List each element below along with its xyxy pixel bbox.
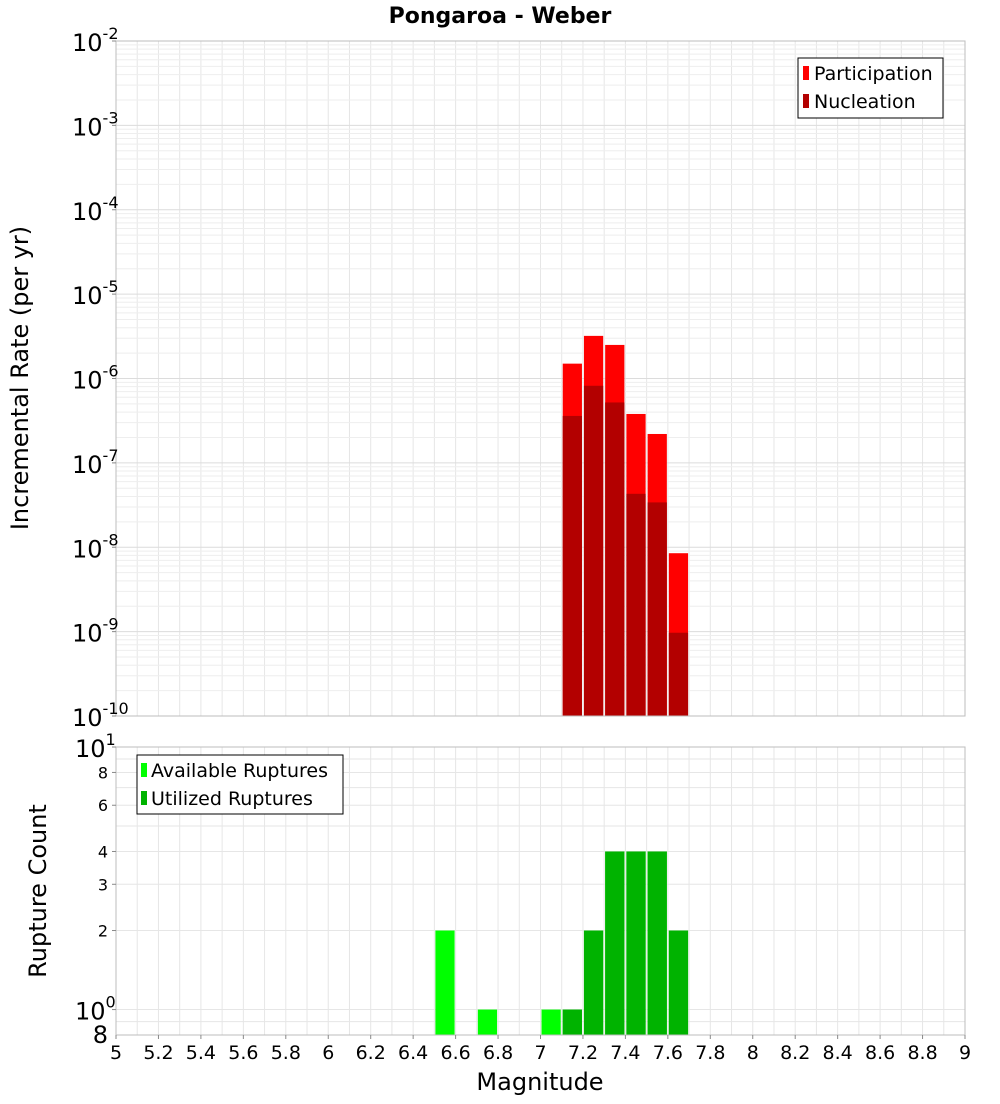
bottom-bar-available-ruptures bbox=[435, 930, 455, 1035]
top-y-tick-label: 10-7 bbox=[72, 446, 119, 479]
x-axis-ticks: 5 5.2 5.4 5.6 5.8 6 6.2 6.4 6.6 6.8 7 7.2 7.4 7.6 7.8 8… bbox=[110, 1035, 971, 1064]
x-tick-label: 6.6 bbox=[440, 1042, 470, 1064]
top-y-tick-label: 10-2 bbox=[72, 24, 119, 57]
top-legend: Participation Nucleation bbox=[797, 57, 944, 119]
x-tick-label: 7 bbox=[534, 1042, 546, 1064]
top-bar-nucleation bbox=[562, 415, 582, 716]
top-y-tick-label: 10-3 bbox=[72, 108, 119, 141]
x-tick-label: 8 bbox=[747, 1042, 759, 1064]
legend-label-utilized: Utilized Ruptures bbox=[151, 788, 313, 810]
x-tick-label: 9 bbox=[959, 1042, 971, 1064]
top-y-tick-label: 10-4 bbox=[72, 193, 119, 226]
chart-title: Pongaroa - Weber bbox=[389, 4, 612, 29]
x-tick-label: 5 bbox=[110, 1042, 122, 1064]
legend-swatch-utilized bbox=[141, 791, 147, 805]
bottom-y-minor-tick-label: 2 bbox=[98, 922, 108, 941]
bottom-bar-utilized-ruptures bbox=[668, 930, 689, 1035]
x-tick-label: 5.4 bbox=[186, 1042, 216, 1064]
x-tick-label: 8.6 bbox=[865, 1042, 895, 1064]
legend-label-nucleation: Nucleation bbox=[814, 91, 916, 113]
x-tick-label: 5.8 bbox=[271, 1042, 301, 1064]
top-y-tick-label: 10-8 bbox=[72, 530, 119, 563]
legend-swatch-participation bbox=[803, 66, 809, 80]
bottom-y-minor-tick-label: 4 bbox=[98, 842, 108, 861]
top-bar-nucleation bbox=[583, 385, 604, 716]
x-tick-label: 7.6 bbox=[653, 1042, 683, 1064]
x-tick-label: 8.2 bbox=[780, 1042, 810, 1064]
legend-swatch-nucleation bbox=[803, 94, 809, 108]
top-y-tick-label: 10-9 bbox=[72, 615, 119, 648]
bottom-y-tick-label: 100 bbox=[75, 993, 116, 1026]
x-tick-label: 6.8 bbox=[483, 1042, 513, 1064]
x-tick-label: 8.4 bbox=[823, 1042, 853, 1064]
legend-label-available: Available Ruptures bbox=[151, 760, 328, 782]
top-y-tick-label: 10-5 bbox=[72, 277, 119, 310]
top-y-axis-ticks: 10-2 10-3 10-4 10-5 10-6 10-7 10-8 10-9 10-10 bbox=[72, 24, 129, 732]
bottom-plot-bars bbox=[435, 851, 689, 1035]
bottom-legend: Available Ruptures Utilized Ruptures bbox=[136, 754, 344, 815]
bottom-y-minor-tick-label: 6 bbox=[98, 796, 108, 815]
x-tick-label: 5.6 bbox=[228, 1042, 258, 1064]
top-bar-nucleation bbox=[626, 493, 646, 716]
top-plot-grid bbox=[115, 41, 966, 717]
top-plot-bars bbox=[562, 335, 689, 716]
top-y-tick-label: 10-6 bbox=[72, 362, 119, 395]
top-y-axis-label: Incremental Rate (per yr) bbox=[6, 226, 34, 530]
bottom-y-minor-tick-label: 3 bbox=[98, 875, 108, 894]
x-tick-label: 5.2 bbox=[143, 1042, 173, 1064]
bottom-bar-available-ruptures bbox=[477, 1009, 498, 1035]
bottom-y-base-tick-label: 8 bbox=[93, 1021, 108, 1049]
top-bar-nucleation bbox=[647, 502, 667, 716]
top-bar-nucleation bbox=[605, 402, 625, 716]
bottom-bar-utilized-ruptures bbox=[626, 851, 646, 1035]
x-tick-label: 6 bbox=[322, 1042, 334, 1064]
bottom-y-tick-label: 101 bbox=[75, 730, 116, 763]
legend-swatch-available bbox=[141, 763, 147, 777]
bottom-bar-utilized-ruptures bbox=[562, 1009, 582, 1035]
top-bar-nucleation bbox=[668, 632, 689, 716]
x-tick-label: 7.4 bbox=[610, 1042, 640, 1064]
x-tick-label: 7.8 bbox=[695, 1042, 725, 1064]
x-tick-label: 6.4 bbox=[398, 1042, 428, 1064]
legend-label-participation: Participation bbox=[814, 63, 933, 85]
x-axis-label: Magnitude bbox=[476, 1068, 603, 1096]
top-y-tick-label: 10-10 bbox=[72, 699, 129, 732]
x-tick-label: 8.8 bbox=[907, 1042, 937, 1064]
bottom-y-axis-label: Rupture Count bbox=[24, 804, 52, 978]
x-tick-label: 7.2 bbox=[568, 1042, 598, 1064]
bottom-bar-available-ruptures bbox=[541, 1009, 561, 1035]
x-tick-label: 6.2 bbox=[356, 1042, 386, 1064]
bottom-y-minor-tick-label: 8 bbox=[98, 763, 108, 782]
bottom-bar-utilized-ruptures bbox=[583, 930, 604, 1035]
bottom-bar-utilized-ruptures bbox=[647, 851, 667, 1035]
bottom-bar-utilized-ruptures bbox=[605, 851, 625, 1035]
